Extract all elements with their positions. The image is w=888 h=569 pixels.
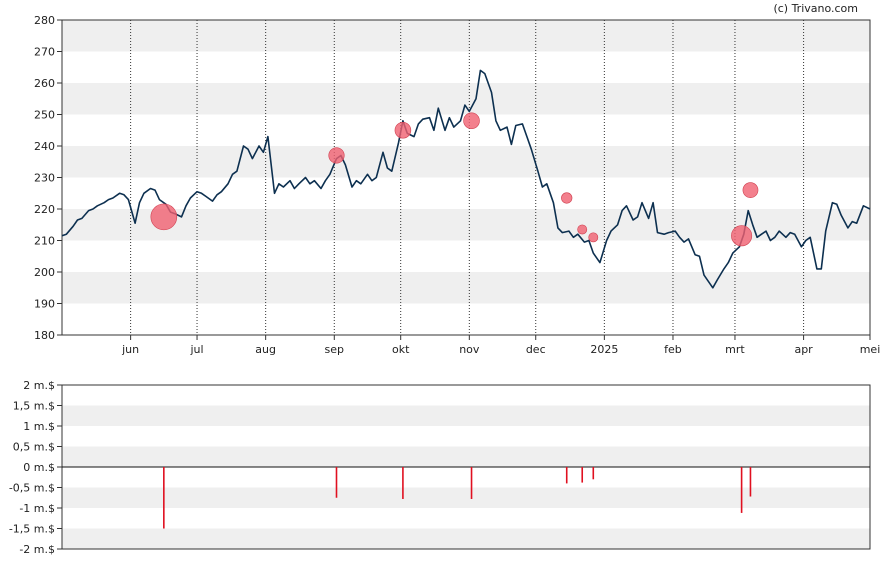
y-tick-label: -0,5 m.$: [9, 482, 55, 495]
y-tick-label: 250: [34, 109, 55, 122]
y-tick-label: 1 m.$: [23, 420, 55, 433]
grid-band: [62, 405, 870, 426]
y-tick-label: 230: [34, 172, 55, 185]
x-tick-label: mei: [860, 343, 881, 356]
grid-band: [62, 83, 870, 115]
y-tick-label: -2 m.$: [19, 543, 55, 556]
insider-trade-bubble: [742, 182, 759, 198]
grid-band: [62, 446, 870, 467]
y-tick-label: 210: [34, 235, 55, 248]
x-tick-label: jul: [189, 343, 203, 356]
y-tick-label: 2 m.$: [23, 379, 55, 392]
insider-trade-bubble: [561, 192, 573, 204]
insider-volume-bar: [581, 467, 584, 483]
grid-band: [62, 487, 870, 508]
x-tick-label: apr: [794, 343, 813, 356]
insider-trade-bubble: [463, 112, 480, 130]
y-tick-label: 200: [34, 266, 55, 279]
insider-volume-bar: [335, 467, 338, 498]
x-tick-label: 2025: [590, 343, 618, 356]
y-tick-label: 190: [34, 298, 55, 311]
grid-band: [62, 528, 870, 549]
credit-text: (c) Trivano.com: [773, 2, 858, 15]
y-tick-label: 240: [34, 140, 55, 153]
y-tick-label: -1,5 m.$: [9, 523, 55, 536]
x-tick-label: mrt: [725, 343, 745, 356]
insider-trade-bubble: [150, 203, 178, 231]
x-tick-label: aug: [255, 343, 276, 356]
y-tick-label: 270: [34, 46, 55, 59]
insider-trade-bubble: [731, 225, 753, 247]
x-tick-label: sep: [325, 343, 344, 356]
x-tick-label: dec: [526, 343, 546, 356]
insider-volume-bar: [749, 467, 752, 497]
insider-volume-bar: [470, 467, 473, 499]
insider-volume-bar: [592, 467, 595, 480]
y-tick-label: -1 m.$: [19, 502, 55, 515]
y-tick-label: 220: [34, 203, 55, 216]
y-tick-label: 0 m.$: [23, 461, 55, 474]
y-tick-label: 180: [34, 329, 55, 342]
x-tick-label: jun: [121, 343, 139, 356]
insider-volume-panel: 2 m.$ 1,5 m.$ 1 m.$ 0,5 m.$ 0 m.$ -0,5 m.$ -1 …: [9, 379, 871, 556]
grid-band: [62, 272, 870, 304]
x-tick-label: feb: [664, 343, 682, 356]
insider-volume-bar: [740, 467, 743, 513]
insider-trade-bubble: [588, 232, 599, 243]
grid-band: [62, 20, 870, 52]
insider-trade-bubble: [394, 121, 412, 139]
y-tick-label: 0,5 m.$: [13, 441, 55, 454]
insider-volume-bar: [402, 467, 404, 499]
insider-volume-bar: [163, 467, 165, 529]
grid-band: [62, 146, 870, 178]
y-tick-label: 280: [34, 14, 55, 27]
price-line: [61, 69, 871, 289]
insider-trade-bubble: [577, 224, 588, 235]
y-tick-label: 1,5 m.$: [13, 400, 55, 413]
insider-volume-bar: [565, 467, 568, 484]
y-tick-label: 260: [34, 77, 55, 90]
x-tick-label: okt: [392, 343, 410, 356]
x-tick-label: nov: [459, 343, 480, 356]
insider-trade-bubble: [328, 147, 345, 164]
price-panel: 180 190 200 210 220 230 240 250 260 270 280 jun jul a…: [34, 14, 880, 356]
